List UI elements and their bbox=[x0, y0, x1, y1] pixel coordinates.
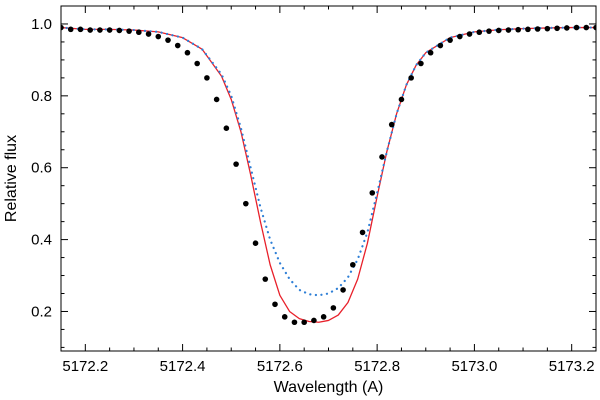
observed-data-point bbox=[350, 261, 356, 268]
observed-data-point bbox=[243, 200, 249, 207]
observed-data-point bbox=[466, 31, 473, 37]
model-dotted-line bbox=[61, 26, 596, 297]
y-tick-label: 0.2 bbox=[31, 303, 52, 320]
observed-data-point bbox=[155, 33, 162, 40]
observed-data-point bbox=[359, 229, 366, 236]
observed-data-point bbox=[457, 33, 463, 40]
observed-data-point bbox=[97, 27, 103, 33]
observed-data-point bbox=[311, 317, 317, 324]
observed-data-point bbox=[447, 37, 453, 43]
series-layer bbox=[61, 24, 596, 326]
model-solid-line bbox=[61, 26, 596, 323]
observed-data-point bbox=[233, 161, 239, 167]
observed-data-point bbox=[593, 24, 596, 31]
observed-data-point bbox=[398, 96, 405, 103]
observed-data-point bbox=[184, 49, 191, 56]
ticks-layer: 5172.2 5172.4 5172.6 5172.8 5173.0 5173.2 0.2 0… bbox=[31, 5, 597, 375]
observed-data-point bbox=[534, 26, 541, 32]
y-tick-label: 0.4 bbox=[31, 232, 52, 249]
observed-data-point bbox=[204, 75, 210, 81]
observed-data-point bbox=[388, 121, 395, 128]
observed-data-point bbox=[379, 154, 385, 160]
observed-data-point bbox=[525, 26, 531, 33]
y-tick-label: 1.0 bbox=[31, 16, 52, 33]
observed-data-point bbox=[583, 24, 590, 31]
observed-data-point bbox=[223, 125, 230, 131]
observed-data-point bbox=[291, 319, 298, 326]
observed-data-point bbox=[194, 60, 200, 67]
observed-data-point bbox=[505, 27, 512, 33]
observed-data-point bbox=[262, 276, 269, 282]
observed-data-point bbox=[272, 301, 278, 308]
observed-data-point bbox=[418, 60, 424, 67]
observed-data-point bbox=[330, 305, 337, 311]
observed-data-point bbox=[564, 25, 570, 31]
observed-data-point bbox=[573, 24, 580, 31]
observed-data-point bbox=[67, 26, 74, 33]
observed-data-point bbox=[408, 75, 414, 81]
observed-data-point bbox=[116, 27, 123, 34]
observed-data-point bbox=[554, 25, 560, 32]
observed-data-point bbox=[476, 29, 483, 36]
y-axis-label: Relative flux bbox=[3, 135, 20, 222]
observed-data-point bbox=[369, 190, 376, 196]
x-tick-label: 5172.2 bbox=[62, 358, 108, 375]
y-tick-label: 0.6 bbox=[31, 160, 52, 177]
observed-data-point bbox=[427, 49, 434, 56]
observed-data-point bbox=[61, 24, 64, 31]
observed-data-point bbox=[437, 42, 444, 49]
x-tick-label: 5173.0 bbox=[451, 358, 497, 375]
observed-data-point bbox=[77, 26, 84, 33]
observed-data-point bbox=[495, 27, 502, 34]
plot-frame bbox=[60, 5, 597, 352]
observed-data-point bbox=[145, 31, 152, 37]
observed-data-point bbox=[165, 37, 171, 43]
observed-data-point bbox=[340, 287, 346, 293]
y-tick-label: 0.8 bbox=[31, 88, 52, 105]
x-tick-label: 5172.4 bbox=[160, 358, 206, 375]
x-axis-label: Wavelength (A) bbox=[274, 379, 384, 396]
observed-data-point bbox=[486, 28, 492, 34]
observed-data-point bbox=[301, 319, 307, 326]
x-tick-label: 5173.2 bbox=[549, 358, 595, 375]
observed-data-point bbox=[126, 28, 132, 34]
observed-data-point bbox=[544, 25, 551, 32]
observed-data-point bbox=[252, 240, 259, 246]
x-tick-label: 5172.6 bbox=[257, 358, 303, 375]
observed-data-point bbox=[136, 29, 142, 36]
observed-data-point bbox=[281, 314, 288, 320]
observed-data-point bbox=[320, 314, 327, 320]
observed-data-point bbox=[213, 96, 220, 103]
observed-data-point bbox=[87, 27, 93, 33]
x-tick-label: 5172.8 bbox=[354, 358, 400, 375]
observed-data-point bbox=[515, 26, 521, 33]
observed-data-point bbox=[106, 27, 113, 33]
observed-data-point bbox=[174, 42, 181, 49]
